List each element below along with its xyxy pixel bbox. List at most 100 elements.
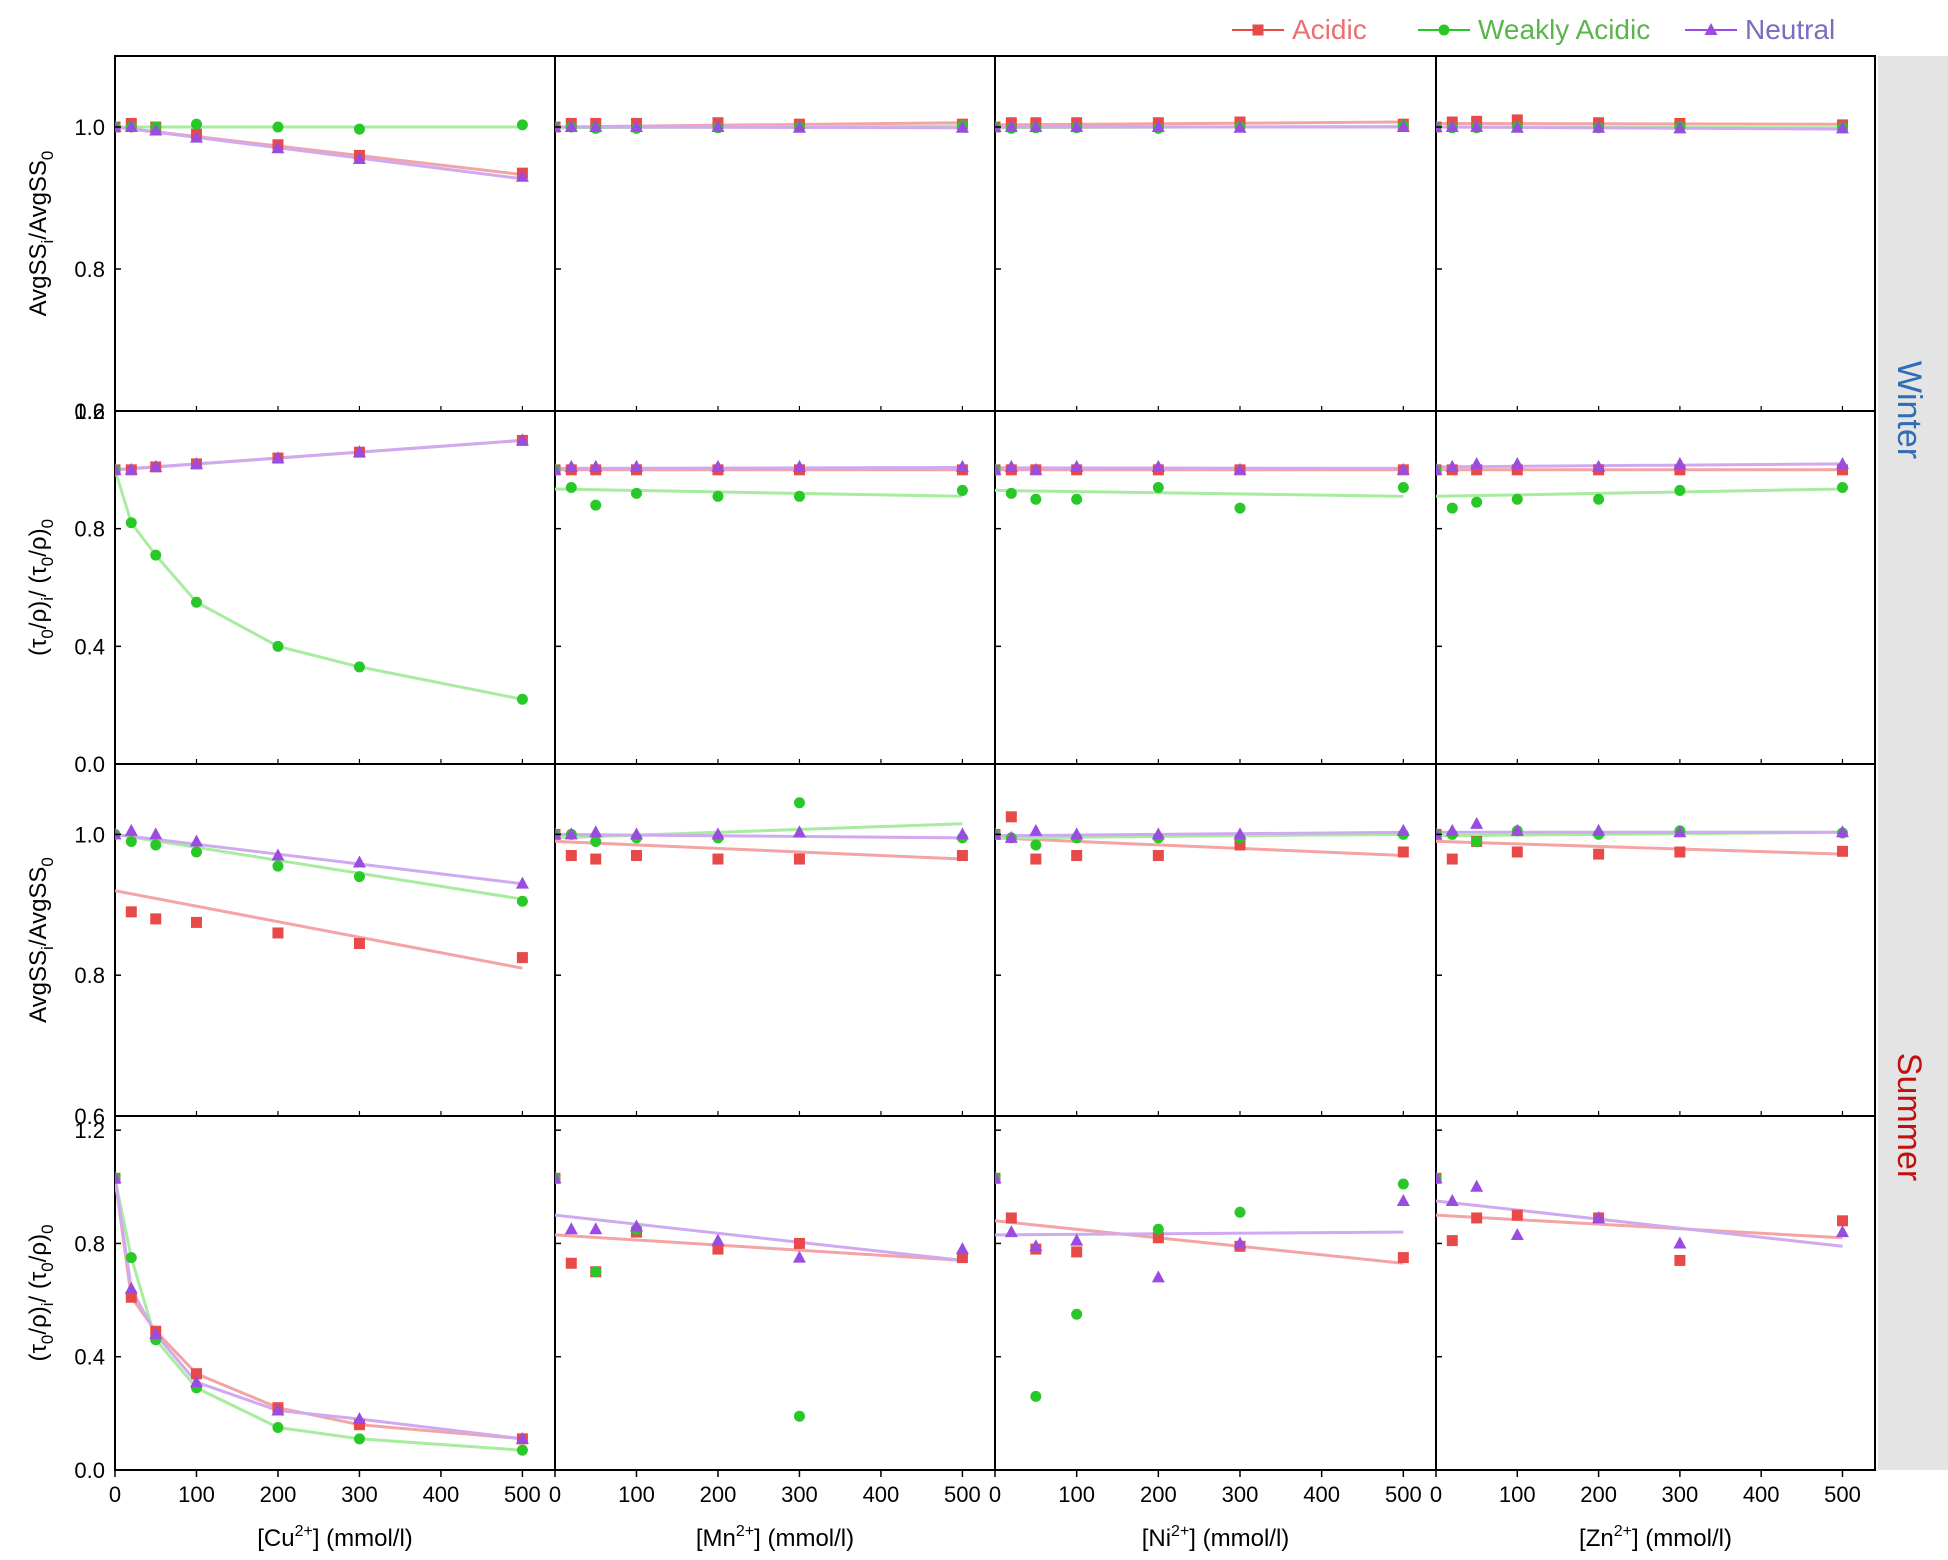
point-neutral — [1673, 121, 1687, 134]
x-tick-label: 0 — [109, 1482, 121, 1507]
point-neutral — [1004, 459, 1018, 472]
panel-plot-area — [1436, 816, 1849, 865]
y-tick-label: 0.6 — [74, 399, 105, 424]
point-neutral — [1151, 827, 1165, 840]
panel-frame — [554, 55, 996, 412]
point-neutral — [1004, 830, 1018, 843]
point-neutral — [352, 855, 366, 868]
y-tick-label: 0.6 — [74, 1104, 105, 1129]
point-acidic — [190, 916, 202, 928]
y-tick-label: 0.8 — [74, 1231, 105, 1256]
point-weakly-acidic — [1005, 487, 1017, 499]
point-neutral — [189, 834, 203, 847]
point-neutral — [711, 827, 725, 840]
point-acidic — [1511, 114, 1523, 126]
point-neutral — [149, 459, 163, 472]
fit-line-neutral — [115, 125, 523, 181]
point-neutral — [1029, 823, 1043, 836]
point-neutral — [1510, 120, 1524, 133]
point-neutral — [189, 456, 203, 469]
point-neutral — [1445, 823, 1459, 836]
point-weakly-acidic — [1593, 493, 1605, 505]
point-weakly-acidic — [1234, 1206, 1246, 1218]
fit-line-neutral — [555, 125, 963, 130]
point-neutral — [955, 120, 969, 133]
point-neutral — [1592, 459, 1606, 472]
legend-label: Neutral — [1745, 14, 1835, 45]
panel-r3-c2 — [994, 1115, 1437, 1477]
x-tick-label: 200 — [700, 1482, 737, 1507]
point-neutral — [1835, 825, 1849, 838]
point-neutral — [1470, 120, 1484, 132]
x-axis-label-zn: [Zn2+] (mmol/l) — [1579, 1523, 1732, 1552]
panel-r2-c2 — [994, 763, 1437, 1117]
point-acidic — [1511, 846, 1523, 858]
fit-line-acidic — [555, 839, 963, 861]
y-axis-label: AvgSSi/AvgSS0 — [25, 857, 57, 1023]
point-acidic — [956, 850, 968, 862]
point-neutral — [792, 825, 806, 838]
point-neutral — [1151, 459, 1165, 472]
point-acidic — [516, 952, 528, 964]
point-weakly-acidic — [1030, 839, 1042, 851]
point-weakly-acidic — [565, 481, 577, 493]
point-acidic — [1674, 1254, 1686, 1266]
point-neutral — [564, 1222, 578, 1235]
point-weakly-acidic — [125, 1252, 137, 1264]
panel-r1-c3 — [1435, 410, 1876, 765]
point-weakly-acidic — [1471, 835, 1483, 847]
point-neutral — [1029, 1239, 1043, 1252]
panel-frame — [554, 763, 996, 1117]
point-weakly-acidic — [1446, 502, 1458, 514]
point-neutral — [1233, 1236, 1247, 1249]
point-neutral — [1436, 462, 1443, 475]
x-tick-label: 300 — [341, 1482, 378, 1507]
point-weakly-acidic — [516, 895, 528, 907]
y-tick-label: 0.8 — [74, 963, 105, 988]
panel-plot-area — [555, 797, 969, 865]
point-neutral — [589, 459, 603, 472]
x-tick-label: 100 — [618, 1482, 655, 1507]
point-acidic — [630, 850, 642, 862]
x-tick-label: 0 — [549, 1482, 561, 1507]
fit-line-neutral — [995, 466, 1404, 470]
point-neutral — [629, 827, 643, 840]
panel-r1-c1 — [554, 410, 996, 765]
point-neutral — [124, 1281, 138, 1294]
panel-frame — [994, 55, 1437, 412]
point-neutral — [589, 1222, 603, 1235]
point-neutral — [995, 462, 1002, 475]
panel-frame — [994, 763, 1437, 1117]
point-neutral — [1673, 456, 1687, 469]
point-neutral — [711, 120, 725, 132]
point-neutral — [124, 823, 138, 836]
legend-marker — [1704, 23, 1718, 35]
fit-line-neutral — [555, 466, 963, 470]
panel-frame — [114, 763, 556, 1117]
x-tick-label: 200 — [1580, 1482, 1617, 1507]
point-acidic — [590, 853, 602, 865]
y-tick-label: 1.0 — [74, 115, 105, 140]
point-weakly-acidic — [1234, 502, 1246, 514]
season-label-winter: Winter — [1890, 361, 1928, 459]
legend-marker — [1252, 24, 1264, 36]
point-neutral — [1396, 823, 1410, 836]
point-neutral — [955, 1242, 969, 1255]
point-acidic — [1511, 464, 1523, 476]
point-weakly-acidic — [793, 490, 805, 502]
point-neutral — [149, 1327, 163, 1340]
x-tick-label: 100 — [178, 1482, 215, 1507]
point-weakly-acidic — [190, 118, 202, 130]
point-acidic — [1152, 1232, 1164, 1244]
panel-frame — [1435, 1115, 1876, 1471]
panel-r0-c3 — [1435, 55, 1876, 412]
panel-plot-area — [555, 459, 969, 511]
point-acidic — [150, 913, 162, 925]
fit-line-weakly-acidic — [1436, 487, 1843, 498]
point-weakly-acidic — [1397, 1178, 1409, 1190]
point-acidic — [1471, 464, 1483, 476]
fit-line-acidic — [115, 889, 523, 970]
point-weakly-acidic — [1152, 1223, 1164, 1235]
fit-line-neutral — [555, 832, 963, 840]
point-neutral — [271, 451, 285, 464]
